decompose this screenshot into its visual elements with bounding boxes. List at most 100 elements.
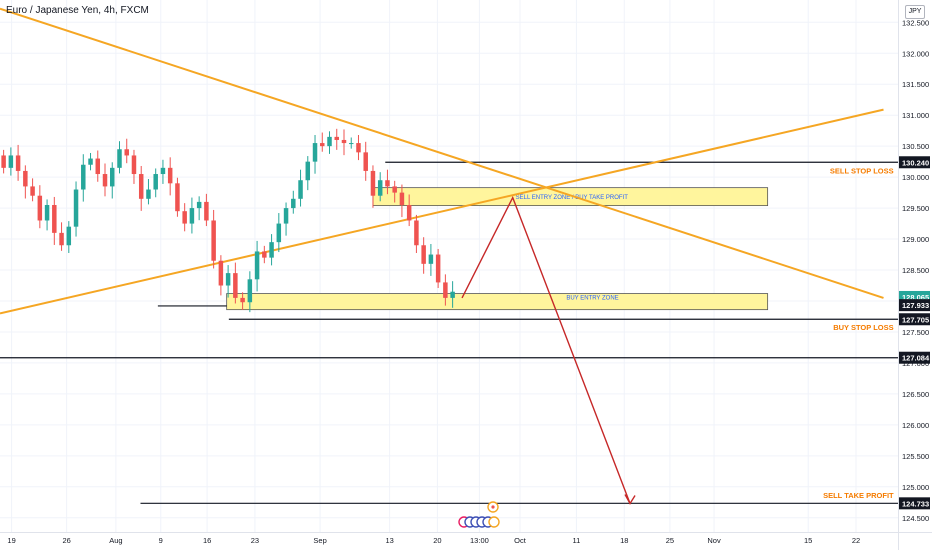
candle-body (102, 174, 108, 187)
y-tick-label: 126.500 (902, 390, 929, 399)
economic-event-dot (491, 505, 495, 509)
candle-body (428, 254, 434, 264)
candle-body (73, 189, 79, 227)
candle-body (327, 136, 332, 147)
price-tag-label: 124.733 (902, 499, 929, 508)
candle-body (421, 245, 426, 264)
y-tick-label: 130.500 (902, 142, 929, 151)
price-tag-label: 130.240 (902, 158, 929, 167)
y-tick-label: 125.500 (902, 452, 929, 461)
candle-body (341, 139, 347, 144)
candle-body (15, 155, 21, 171)
price-tag (899, 299, 930, 312)
x-tick-label: 22 (852, 536, 860, 545)
x-tick-label: 13:00 (470, 536, 489, 545)
candle-body (240, 297, 245, 303)
economic-event-icon (488, 516, 500, 528)
candle-body (399, 192, 405, 205)
price-tag (899, 156, 930, 169)
y-tick-label: 125.000 (902, 483, 929, 492)
candle-body (276, 223, 282, 243)
candle-body (66, 226, 72, 246)
candle-body (254, 251, 260, 280)
candle-body (247, 279, 253, 303)
candle-body (305, 161, 311, 181)
sell-take-profit-label: SELL TAKE PROFIT (823, 491, 894, 500)
candle-body (298, 180, 303, 199)
candle-body (291, 198, 296, 209)
candle-body (95, 158, 101, 175)
y-tick-label: 129.000 (902, 235, 929, 244)
candle-body (8, 155, 14, 168)
candle-body (262, 251, 267, 258)
buy-entry-zone (226, 293, 769, 311)
candle-body (356, 143, 361, 153)
candle-body (334, 136, 339, 140)
buy-stop-loss-label: BUY STOP LOSS (833, 323, 893, 332)
y-tick-label: 126.000 (902, 421, 929, 430)
candle-body (44, 204, 50, 221)
buy-entry-zone-label: BUY ENTRY ZONE (566, 296, 618, 302)
price-tag-label: 127.933 (902, 301, 929, 310)
candle-body (450, 291, 455, 298)
y-tick-label: 132.000 (902, 49, 929, 58)
candle-body (196, 201, 202, 209)
candle-body (153, 174, 158, 190)
x-tick-label: 16 (203, 536, 211, 545)
price-tag-label: 127.084 (902, 354, 930, 363)
y-tick-label: 131.500 (902, 80, 929, 89)
candle-body (124, 149, 129, 156)
candle-body (167, 167, 173, 184)
chart-title: Euro / Japanese Yen, 4h, FXCM (6, 5, 149, 16)
x-tick-label: 19 (7, 536, 15, 545)
x-tick-label: 11 (573, 536, 581, 545)
candle-body (385, 180, 390, 187)
candle-body (225, 273, 231, 286)
trendline-1 (0, 7, 884, 299)
price-tag (899, 313, 930, 326)
candle-body (312, 143, 318, 162)
sell-stop-loss-label: SELL STOP LOSS (830, 166, 894, 175)
candle-body (23, 170, 28, 187)
x-tick-label: Nov (707, 536, 721, 545)
candle-body (320, 143, 325, 147)
x-tick-label: 25 (666, 536, 674, 545)
x-tick-label: 13 (385, 536, 393, 545)
candle-body (363, 152, 368, 171)
candle-body (269, 242, 274, 258)
candle-body (443, 282, 448, 298)
candle-body (81, 164, 86, 190)
price-tag (899, 351, 930, 364)
x-tick-label: 18 (620, 536, 628, 545)
y-tick-label: 127.500 (902, 328, 929, 337)
y-tick-label: 124.500 (902, 514, 929, 523)
candle-body (117, 149, 122, 168)
sell-entry-zone-label: SELL ENTRY ZONE / BUY TAKE PROFIT (516, 195, 629, 201)
candle-body (175, 183, 180, 212)
candle-body (392, 186, 397, 193)
candle-body (59, 232, 64, 246)
candle-body (1, 155, 6, 168)
candle-body (160, 167, 166, 175)
candle-body (233, 273, 238, 298)
y-tick-label: 130.000 (902, 173, 929, 182)
x-tick-label: Aug (109, 536, 122, 545)
y-tick-label: 129.500 (902, 204, 929, 213)
x-tick-label: 20 (433, 536, 441, 545)
currency-button[interactable]: JPY (905, 5, 925, 19)
candle-body (52, 204, 57, 233)
candle-body (348, 143, 354, 145)
price-tag (899, 497, 930, 510)
projection-path (461, 195, 631, 504)
y-tick-label: 131.000 (902, 111, 929, 120)
candle-body (138, 174, 144, 199)
candle-body (131, 155, 137, 175)
trendline-2 (0, 108, 884, 315)
candle-body (435, 254, 441, 283)
candle-body (283, 208, 289, 224)
candle-body (370, 170, 376, 196)
y-tick-label: 128.500 (902, 266, 929, 275)
x-tick-label: 23 (251, 536, 259, 545)
